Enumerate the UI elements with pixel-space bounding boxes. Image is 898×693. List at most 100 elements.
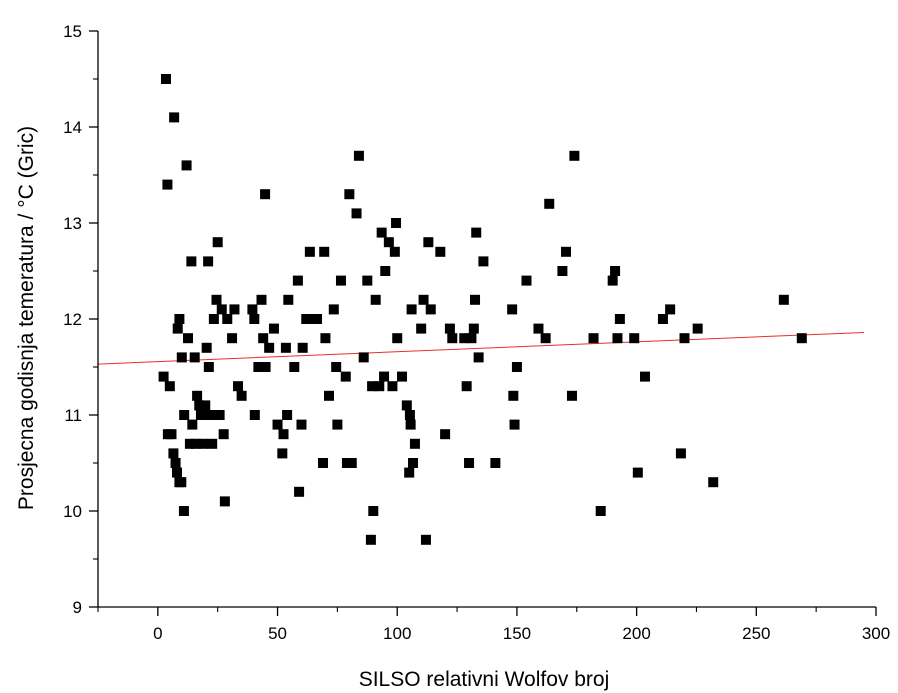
data-point	[247, 304, 258, 315]
data-point	[277, 448, 288, 459]
data-point	[328, 304, 339, 315]
data-point	[423, 237, 434, 248]
data-point	[176, 352, 187, 363]
x-tick-label: 50	[268, 624, 287, 643]
data-point	[444, 323, 455, 334]
x-tick-label: 100	[383, 624, 411, 643]
data-point	[331, 362, 342, 372]
data-point	[195, 410, 206, 420]
data-point	[211, 294, 222, 305]
data-point	[461, 381, 472, 392]
data-point	[376, 227, 387, 238]
data-point	[183, 333, 194, 344]
data-point	[708, 477, 719, 488]
y-tick-label: 10	[63, 502, 82, 521]
data-point	[297, 342, 308, 353]
data-point	[370, 294, 381, 305]
data-point	[405, 419, 416, 430]
data-point	[208, 314, 219, 324]
data-point	[362, 275, 373, 286]
data-point	[353, 150, 364, 161]
data-point	[365, 534, 376, 545]
data-point	[178, 506, 189, 516]
x-tick-label: 200	[622, 624, 650, 643]
data-point	[401, 400, 412, 411]
data-point	[612, 333, 623, 344]
data-point	[391, 218, 402, 228]
data-point	[679, 333, 690, 344]
data-point	[203, 362, 214, 372]
data-point	[560, 246, 571, 257]
data-point	[521, 275, 532, 286]
data-point	[219, 496, 230, 507]
data-point	[380, 266, 391, 276]
data-point	[181, 160, 192, 171]
data-point	[186, 256, 197, 267]
data-point	[229, 304, 240, 315]
data-point	[639, 371, 650, 382]
data-point	[324, 390, 335, 401]
data-point	[212, 237, 223, 248]
data-point	[280, 342, 291, 353]
data-point	[272, 419, 283, 430]
data-point	[164, 381, 175, 392]
data-point	[174, 314, 185, 324]
data-point	[340, 371, 351, 382]
data-point	[282, 410, 293, 420]
data-point	[610, 266, 621, 276]
data-point	[346, 458, 357, 468]
data-point	[294, 486, 305, 497]
data-point	[569, 150, 580, 161]
y-tick-label: 14	[63, 118, 82, 137]
data-point	[304, 246, 315, 257]
data-point	[379, 371, 390, 382]
data-point	[170, 458, 181, 468]
data-point	[383, 237, 394, 248]
data-point	[533, 323, 544, 334]
data-point	[171, 467, 182, 478]
y-axis-title: Prosjecna godisnja temeratura / °C (Gric…	[15, 126, 38, 510]
data-point	[172, 323, 183, 334]
data-point	[222, 314, 233, 324]
data-point	[478, 256, 489, 267]
data-point	[253, 362, 264, 372]
data-point	[158, 371, 169, 382]
data-point	[464, 458, 475, 468]
data-point	[374, 381, 385, 392]
data-point	[540, 333, 551, 344]
data-point	[227, 333, 238, 344]
data-point	[665, 304, 676, 315]
data-point	[471, 227, 482, 238]
data-point	[389, 246, 400, 257]
data-point	[368, 506, 379, 516]
data-point	[466, 333, 477, 344]
data-point	[409, 438, 420, 449]
y-tick-label: 15	[63, 22, 82, 41]
data-point	[320, 333, 331, 344]
data-point	[425, 304, 436, 315]
data-point	[632, 467, 643, 478]
data-point	[260, 189, 271, 200]
data-point	[187, 419, 198, 430]
x-tick-label: 300	[862, 624, 890, 643]
data-point	[507, 304, 518, 315]
data-point	[218, 429, 229, 440]
data-point	[256, 294, 267, 305]
data-point	[249, 314, 260, 324]
x-axis-title: SILSO relativni Wolfov broj	[359, 668, 610, 691]
data-point	[194, 400, 205, 411]
data-point	[292, 275, 303, 286]
data-point	[205, 410, 216, 420]
data-point	[351, 208, 362, 219]
data-point	[258, 333, 269, 344]
data-point	[420, 534, 431, 545]
data-point	[344, 189, 355, 200]
data-point	[404, 467, 415, 478]
data-point	[778, 294, 789, 305]
data-point	[236, 390, 247, 401]
data-point	[629, 333, 640, 344]
y-tick-label: 11	[64, 406, 82, 425]
data-point	[418, 294, 429, 305]
data-point	[200, 400, 211, 411]
